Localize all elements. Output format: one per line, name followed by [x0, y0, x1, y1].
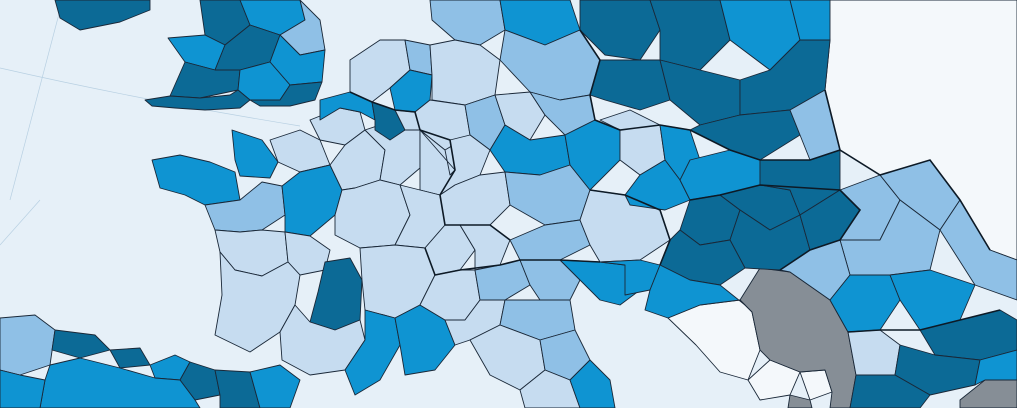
region-es-catalonia	[249, 364, 301, 408]
region-albania	[787, 394, 813, 408]
region-gr-n	[849, 374, 931, 408]
outside-areas	[667, 0, 1017, 401]
region-sk-west	[624, 159, 691, 211]
benelux	[319, 39, 433, 141]
region-es-asturias	[51, 329, 111, 359]
region-de-thuringen	[494, 91, 546, 141]
region-fr-basse	[231, 129, 279, 179]
uk	[54, 0, 326, 111]
region-es-galicia	[0, 314, 56, 376]
southeast	[779, 159, 1017, 408]
germany	[414, 0, 601, 226]
region-pl-center-w	[589, 59, 671, 111]
france	[151, 107, 456, 396]
alps	[424, 189, 671, 276]
region-es-aragon	[214, 369, 261, 408]
region-uk-north	[54, 0, 151, 31]
region-hr-n	[644, 264, 746, 319]
region-fr-midi	[279, 304, 366, 376]
region-turkey-edge	[959, 379, 1017, 408]
region-it-abruzzo	[569, 359, 616, 408]
region-uk-southeast	[249, 81, 323, 107]
iberia	[0, 314, 301, 408]
region-pt-n	[0, 369, 46, 408]
country-borders	[349, 29, 1001, 333]
italy	[419, 259, 641, 408]
region-montenegro	[747, 359, 801, 401]
central-east	[564, 0, 861, 319]
region-bg-se	[974, 349, 1017, 386]
